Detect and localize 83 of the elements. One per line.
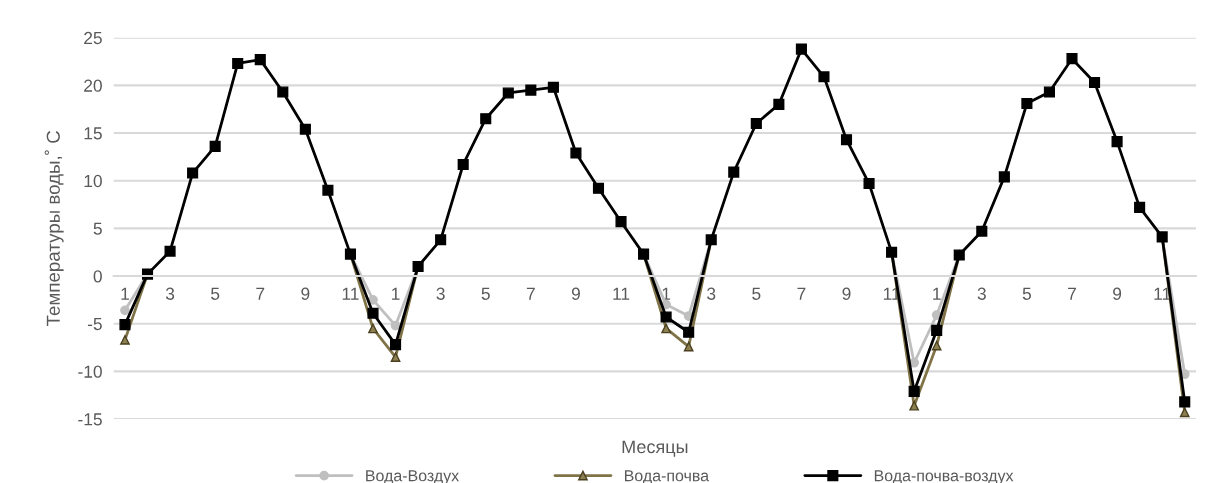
y-tick-label: 15 xyxy=(84,127,102,140)
point xyxy=(931,340,942,351)
point xyxy=(187,167,199,179)
point xyxy=(1134,201,1146,213)
point xyxy=(525,84,537,96)
point xyxy=(1021,97,1033,110)
point xyxy=(660,311,672,323)
point xyxy=(254,54,266,66)
point xyxy=(164,245,176,257)
point xyxy=(120,305,130,316)
y-axis-title: Температуры воды,˚ С xyxy=(44,130,64,327)
point xyxy=(909,400,920,411)
point xyxy=(1179,407,1190,418)
point xyxy=(299,123,311,135)
y-tick-label: -5 xyxy=(87,318,102,331)
point xyxy=(998,171,1010,183)
point xyxy=(457,158,469,171)
point xyxy=(502,87,514,99)
point xyxy=(683,326,695,338)
point xyxy=(277,86,289,98)
y-tick-label: -10 xyxy=(78,365,102,378)
x-tick-label: 5 xyxy=(752,287,761,300)
y-tick-label: 20 xyxy=(84,79,102,92)
point xyxy=(367,307,379,319)
point xyxy=(547,81,559,93)
x-tick-label: 1 xyxy=(392,287,400,300)
x-tick-label: 11 xyxy=(613,287,630,300)
point xyxy=(480,113,492,125)
point xyxy=(1066,53,1078,65)
point xyxy=(368,294,378,305)
x-tick-label: 1 xyxy=(121,287,129,300)
x-tick-label: 7 xyxy=(256,287,265,300)
point xyxy=(368,323,378,334)
x-tick-label: 3 xyxy=(436,287,445,300)
y-tick-label: 10 xyxy=(84,174,102,188)
point xyxy=(1043,86,1055,98)
x-tick-label: 9 xyxy=(1113,287,1122,300)
point xyxy=(795,43,807,55)
point xyxy=(592,182,605,194)
point xyxy=(322,184,334,196)
point xyxy=(976,225,988,237)
point xyxy=(908,385,920,397)
x-tick-label: 7 xyxy=(1068,287,1076,300)
x-tick-label: 11 xyxy=(342,287,359,300)
point xyxy=(773,98,785,110)
point xyxy=(119,319,131,331)
point xyxy=(615,216,627,228)
y-tick-label: 25 xyxy=(84,31,102,45)
x-tick-label: 7 xyxy=(526,287,535,300)
x-tick-label: 3 xyxy=(165,287,175,300)
point xyxy=(818,71,830,83)
x-tick-label: 1 xyxy=(933,287,941,300)
point xyxy=(390,352,401,362)
point xyxy=(389,339,402,351)
point xyxy=(1088,76,1101,89)
x-tick-label: 5 xyxy=(481,287,490,300)
point xyxy=(209,140,221,152)
point xyxy=(750,117,762,130)
x-tick-label: 3 xyxy=(977,287,986,300)
point xyxy=(1111,136,1123,148)
point xyxy=(863,177,875,190)
point xyxy=(390,320,401,331)
point xyxy=(1179,396,1191,408)
point xyxy=(232,57,244,69)
y-tick-label: -15 xyxy=(78,413,102,426)
point xyxy=(683,341,694,352)
x-tick-label: 9 xyxy=(842,287,851,300)
point xyxy=(120,335,130,345)
x-tick-label: 9 xyxy=(571,287,580,300)
point xyxy=(728,166,740,178)
x-tick-label: 7 xyxy=(797,287,806,300)
x-tick-label: 5 xyxy=(1022,287,1031,300)
x-tick-label: 3 xyxy=(707,287,716,300)
point xyxy=(931,324,943,336)
point xyxy=(435,234,447,246)
x-tick-label: 9 xyxy=(301,287,310,300)
y-tick-label: 5 xyxy=(93,222,102,235)
point xyxy=(840,134,853,146)
x-tick-label: 5 xyxy=(211,287,220,300)
y-tick-label: 0 xyxy=(93,270,102,283)
x-axis-title: Месяцы xyxy=(622,440,688,457)
point xyxy=(570,147,582,159)
point xyxy=(661,323,671,334)
